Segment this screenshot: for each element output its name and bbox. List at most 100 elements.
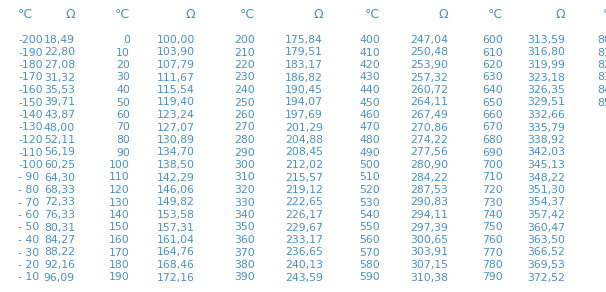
Text: 27,08: 27,08 [44, 60, 75, 70]
Text: 297,39: 297,39 [410, 223, 448, 232]
Text: Ω: Ω [185, 8, 195, 21]
Text: 800: 800 [597, 35, 606, 45]
Text: 400: 400 [359, 35, 380, 45]
Text: 80,31: 80,31 [44, 223, 75, 232]
Text: 39,71: 39,71 [44, 98, 75, 107]
Text: -160: -160 [18, 85, 42, 95]
Text: 640: 640 [482, 85, 503, 95]
Text: 119,40: 119,40 [157, 98, 195, 107]
Text: -200: -200 [18, 35, 43, 45]
Text: - 90: - 90 [18, 173, 39, 182]
Text: 219,12: 219,12 [285, 185, 323, 195]
Text: 690: 690 [482, 147, 503, 157]
Text: 410: 410 [359, 48, 380, 58]
Text: 790: 790 [482, 272, 503, 282]
Text: 351,30: 351,30 [527, 185, 565, 195]
Text: 760: 760 [482, 235, 503, 245]
Text: 320: 320 [235, 185, 255, 195]
Text: 153,58: 153,58 [157, 210, 195, 220]
Text: °C: °C [365, 8, 380, 21]
Text: 260: 260 [235, 110, 255, 120]
Text: 194,07: 194,07 [285, 98, 323, 107]
Text: 510: 510 [359, 173, 380, 182]
Text: 10: 10 [116, 48, 130, 58]
Text: 580: 580 [359, 260, 380, 270]
Text: - 70: - 70 [18, 197, 39, 208]
Text: 480: 480 [359, 135, 380, 145]
Text: 710: 710 [482, 173, 503, 182]
Text: 280,90: 280,90 [410, 160, 448, 170]
Text: 590: 590 [359, 272, 380, 282]
Text: 330: 330 [235, 197, 255, 208]
Text: 470: 470 [359, 123, 380, 133]
Text: 230: 230 [235, 72, 255, 83]
Text: 115,54: 115,54 [157, 85, 195, 95]
Text: °C: °C [240, 8, 255, 21]
Text: 127,07: 127,07 [157, 123, 195, 133]
Text: 229,67: 229,67 [285, 223, 323, 232]
Text: 130,89: 130,89 [157, 135, 195, 145]
Text: 360: 360 [235, 235, 255, 245]
Text: 820: 820 [598, 60, 606, 70]
Text: Ω: Ω [555, 8, 565, 21]
Text: 264,11: 264,11 [410, 98, 448, 107]
Text: 338,92: 338,92 [527, 135, 565, 145]
Text: 570: 570 [359, 248, 380, 258]
Text: - 60: - 60 [18, 210, 39, 220]
Text: -100: -100 [18, 160, 43, 170]
Text: 840: 840 [598, 85, 606, 95]
Text: 179,51: 179,51 [285, 48, 323, 58]
Text: -180: -180 [18, 60, 42, 70]
Text: 30: 30 [116, 72, 130, 83]
Text: 64,30: 64,30 [44, 173, 75, 182]
Text: 130: 130 [109, 197, 130, 208]
Text: 100,00: 100,00 [156, 35, 195, 45]
Text: 200: 200 [234, 35, 255, 45]
Text: Ω: Ω [438, 8, 448, 21]
Text: 267,49: 267,49 [410, 110, 448, 120]
Text: 123,24: 123,24 [157, 110, 195, 120]
Text: 60,25: 60,25 [44, 160, 75, 170]
Text: 22,80: 22,80 [44, 48, 75, 58]
Text: 310: 310 [235, 173, 255, 182]
Text: 190,45: 190,45 [285, 85, 323, 95]
Text: - 80: - 80 [18, 185, 39, 195]
Text: 31,32: 31,32 [44, 72, 75, 83]
Text: 215,57: 215,57 [285, 173, 323, 182]
Text: 60: 60 [116, 110, 130, 120]
Text: 274,22: 274,22 [410, 135, 448, 145]
Text: 780: 780 [482, 260, 503, 270]
Text: 730: 730 [482, 197, 503, 208]
Text: 372,52: 372,52 [527, 272, 565, 282]
Text: °C: °C [18, 8, 33, 21]
Text: 350: 350 [235, 223, 255, 232]
Text: -190: -190 [18, 48, 42, 58]
Text: 134,70: 134,70 [157, 147, 195, 157]
Text: Ω: Ω [65, 8, 75, 21]
Text: 142,29: 142,29 [157, 173, 195, 182]
Text: 250,48: 250,48 [410, 48, 448, 58]
Text: 520: 520 [359, 185, 380, 195]
Text: 120: 120 [109, 185, 130, 195]
Text: 160: 160 [109, 235, 130, 245]
Text: 307,15: 307,15 [410, 260, 448, 270]
Text: 342,03: 342,03 [527, 147, 565, 157]
Text: 460: 460 [359, 110, 380, 120]
Text: 430: 430 [359, 72, 380, 83]
Text: 56,19: 56,19 [44, 147, 75, 157]
Text: 450: 450 [359, 98, 380, 107]
Text: 92,16: 92,16 [44, 260, 75, 270]
Text: 287,53: 287,53 [410, 185, 448, 195]
Text: 380: 380 [235, 260, 255, 270]
Text: 270: 270 [235, 123, 255, 133]
Text: 290,83: 290,83 [410, 197, 448, 208]
Text: 319,99: 319,99 [527, 60, 565, 70]
Text: 420: 420 [359, 60, 380, 70]
Text: 600: 600 [482, 35, 503, 45]
Text: 18,49: 18,49 [44, 35, 75, 45]
Text: 260,72: 260,72 [410, 85, 448, 95]
Text: 161,04: 161,04 [157, 235, 195, 245]
Text: 300,65: 300,65 [410, 235, 448, 245]
Text: 313,59: 313,59 [527, 35, 565, 45]
Text: 270,86: 270,86 [410, 123, 448, 133]
